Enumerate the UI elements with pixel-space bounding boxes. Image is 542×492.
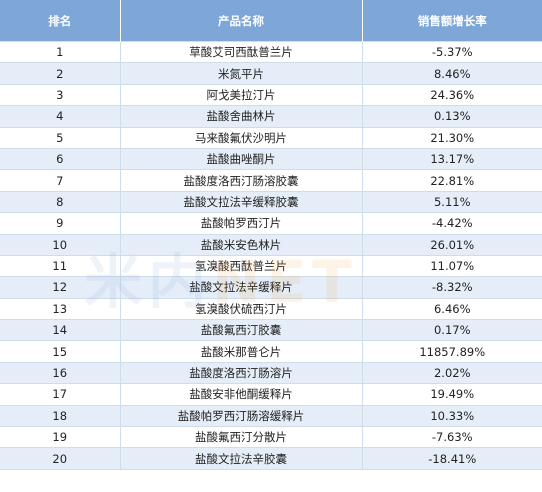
product-name-cell: 盐酸帕罗西汀片 xyxy=(120,212,363,235)
product-name-cell: 盐酸安非他酮缓释片 xyxy=(120,383,363,406)
header-rank[interactable]: 排名 xyxy=(0,0,121,42)
table-row[interactable]: 1 草酸艾司西酞普兰片 -5.37% xyxy=(0,40,542,63)
table-row[interactable]: 2 米氮平片 8.46% xyxy=(0,62,542,85)
table-row[interactable]: 13 氢溴酸伏硫西汀片 6.46% xyxy=(0,297,542,320)
growth-rate-cell: 5.11% xyxy=(362,190,542,213)
table-row[interactable]: 11 氢溴酸西酞普兰片 11.07% xyxy=(0,254,542,277)
product-name-cell: 马来酸氟伏沙明片 xyxy=(120,126,363,149)
table-row[interactable]: 16 盐酸度洛西汀肠溶片 2.02% xyxy=(0,361,542,384)
growth-rate-cell: 10.33% xyxy=(362,404,542,427)
table-row[interactable]: 10 盐酸米安色林片 26.01% xyxy=(0,233,542,256)
growth-rate-cell: 11.07% xyxy=(362,254,542,277)
growth-rate-cell: 13.17% xyxy=(362,147,542,170)
rank-cell: 12 xyxy=(0,276,121,299)
growth-rate-cell: -7.63% xyxy=(362,426,542,448)
rank-cell: 6 xyxy=(0,147,121,170)
growth-rate-cell: 8.46% xyxy=(362,62,542,85)
table-row[interactable]: 4 盐酸舍曲林片 0.13% xyxy=(0,105,542,128)
growth-rate-cell: 11857.89% xyxy=(362,340,542,363)
product-name-cell: 盐酸度洛西汀肠溶胶囊 xyxy=(120,169,363,192)
growth-rate-cell: -18.41% xyxy=(362,447,542,470)
sales-growth-table: 排名 产品名称 销售额增长率 1 草酸艾司西酞普兰片 -5.37% 2 米氮平片 8.46… xyxy=(0,0,542,470)
rank-cell: 14 xyxy=(0,319,121,341)
table-row[interactable]: 18 盐酸帕罗西汀肠溶缓释片 10.33% xyxy=(0,404,542,427)
rank-cell: 11 xyxy=(0,254,121,277)
table-row[interactable]: 12 盐酸文拉法辛缓释片 -8.32% xyxy=(0,276,542,299)
product-name-cell: 盐酸文拉法辛胶囊 xyxy=(120,447,363,470)
table-row[interactable]: 14 盐酸氟西汀胶囊 0.17% xyxy=(0,319,542,341)
header-growth-rate[interactable]: 销售额增长率 xyxy=(362,0,542,42)
rank-cell: 4 xyxy=(0,105,121,128)
rank-cell: 7 xyxy=(0,169,121,192)
growth-rate-cell: 22.81% xyxy=(362,169,542,192)
product-name-cell: 盐酸舍曲林片 xyxy=(120,105,363,128)
rank-cell: 20 xyxy=(0,447,121,470)
header-product-name[interactable]: 产品名称 xyxy=(120,0,363,42)
growth-rate-cell: 0.17% xyxy=(362,319,542,341)
rank-cell: 3 xyxy=(0,83,121,106)
header-row: 排名 产品名称 销售额增长率 xyxy=(0,0,542,42)
rank-cell: 16 xyxy=(0,361,121,384)
rank-cell: 19 xyxy=(0,426,121,448)
product-name-cell: 草酸艾司西酞普兰片 xyxy=(120,40,363,63)
growth-rate-cell: 19.49% xyxy=(362,383,542,406)
product-name-cell: 盐酸曲唑酮片 xyxy=(120,147,363,170)
product-name-cell: 阿戈美拉汀片 xyxy=(120,83,363,106)
table-row[interactable]: 15 盐酸米那普仑片 11857.89% xyxy=(0,340,542,363)
table-row[interactable]: 3 阿戈美拉汀片 24.36% xyxy=(0,83,542,106)
rank-cell: 2 xyxy=(0,62,121,85)
product-name-cell: 氢溴酸西酞普兰片 xyxy=(120,254,363,277)
product-name-cell: 盐酸氟西汀胶囊 xyxy=(120,319,363,341)
rank-cell: 5 xyxy=(0,126,121,149)
growth-rate-cell: 0.13% xyxy=(362,105,542,128)
rank-cell: 18 xyxy=(0,404,121,427)
table-row[interactable]: 5 马来酸氟伏沙明片 21.30% xyxy=(0,126,542,149)
table-body: 1 草酸艾司西酞普兰片 -5.37% 2 米氮平片 8.46% 3 阿戈美拉汀片 24.36% 4… xyxy=(0,40,542,470)
rank-cell: 10 xyxy=(0,233,121,256)
growth-rate-cell: -4.42% xyxy=(362,212,542,235)
table-row[interactable]: 17 盐酸安非他酮缓释片 19.49% xyxy=(0,383,542,406)
rank-cell: 15 xyxy=(0,340,121,363)
table-row[interactable]: 19 盐酸氟西汀分散片 -7.63% xyxy=(0,426,542,448)
product-name-cell: 氢溴酸伏硫西汀片 xyxy=(120,297,363,320)
growth-rate-cell: -8.32% xyxy=(362,276,542,299)
product-name-cell: 盐酸度洛西汀肠溶片 xyxy=(120,361,363,384)
table-row[interactable]: 6 盐酸曲唑酮片 13.17% xyxy=(0,147,542,170)
growth-rate-cell: 26.01% xyxy=(362,233,542,256)
growth-rate-cell: 6.46% xyxy=(362,297,542,320)
product-name-cell: 盐酸帕罗西汀肠溶缓释片 xyxy=(120,404,363,427)
growth-rate-cell: -5.37% xyxy=(362,40,542,63)
product-name-cell: 盐酸米那普仑片 xyxy=(120,340,363,363)
product-name-cell: 盐酸米安色林片 xyxy=(120,233,363,256)
table-row[interactable]: 20 盐酸文拉法辛胶囊 -18.41% xyxy=(0,447,542,470)
product-name-cell: 米氮平片 xyxy=(120,62,363,85)
table-header: 排名 产品名称 销售额增长率 xyxy=(0,0,542,42)
growth-rate-cell: 21.30% xyxy=(362,126,542,149)
rank-cell: 9 xyxy=(0,212,121,235)
product-name-cell: 盐酸氟西汀分散片 xyxy=(120,426,363,448)
table-row[interactable]: 8 盐酸文拉法辛缓释胶囊 5.11% xyxy=(0,190,542,213)
rank-cell: 13 xyxy=(0,297,121,320)
table-row[interactable]: 7 盐酸度洛西汀肠溶胶囊 22.81% xyxy=(0,169,542,192)
growth-rate-cell: 24.36% xyxy=(362,83,542,106)
rank-cell: 1 xyxy=(0,40,121,63)
growth-rate-cell: 2.02% xyxy=(362,361,542,384)
product-name-cell: 盐酸文拉法辛缓释胶囊 xyxy=(120,190,363,213)
rank-cell: 17 xyxy=(0,383,121,406)
rank-cell: 8 xyxy=(0,190,121,213)
product-name-cell: 盐酸文拉法辛缓释片 xyxy=(120,276,363,299)
table-row[interactable]: 9 盐酸帕罗西汀片 -4.42% xyxy=(0,212,542,235)
